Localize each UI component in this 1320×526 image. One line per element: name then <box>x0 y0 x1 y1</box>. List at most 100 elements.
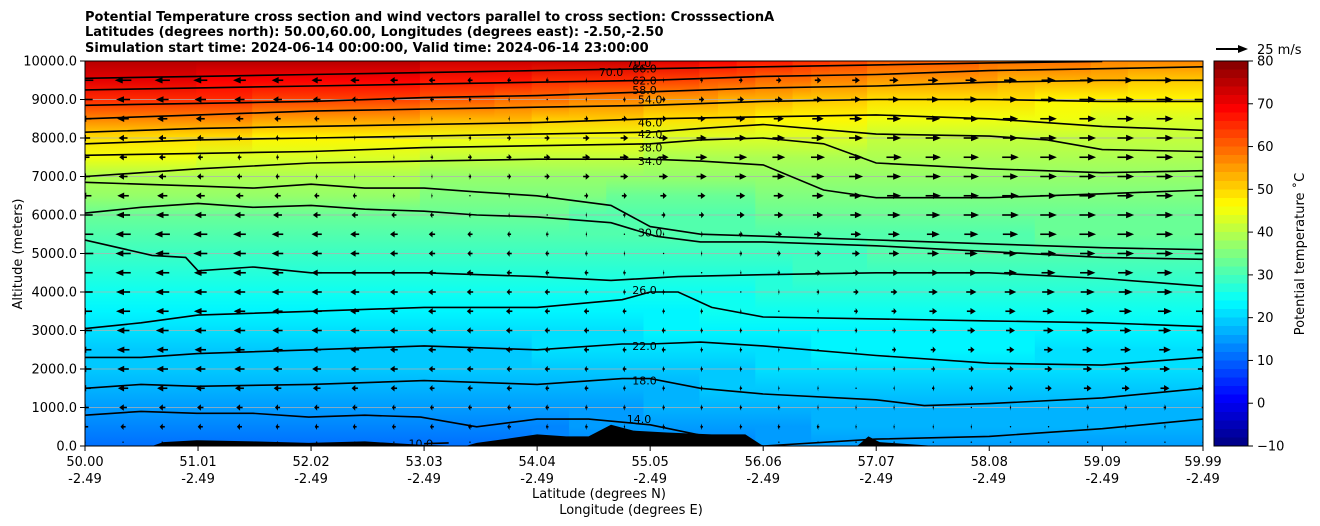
wind-vector <box>969 385 974 392</box>
contour-42 <box>85 158 1203 199</box>
wind-vector <box>1079 115 1097 122</box>
wind-vector <box>888 231 900 238</box>
wind-vector <box>1003 250 1018 257</box>
wind-vector <box>393 441 395 443</box>
wind-vector <box>931 365 936 373</box>
wind-vector <box>775 231 783 238</box>
wind-vector <box>115 250 131 257</box>
wind-vector <box>662 308 665 315</box>
wind-vector <box>193 77 208 84</box>
wind-vector <box>312 385 321 392</box>
wind-vector <box>1004 288 1017 296</box>
wind-vector <box>506 154 512 161</box>
wind-vector <box>810 154 826 161</box>
wind-vector <box>193 308 207 315</box>
contour-label: 14.0 <box>627 413 652 426</box>
wind-vector <box>1041 77 1056 84</box>
wind-vector <box>197 154 203 161</box>
wind-vector <box>968 365 974 373</box>
contour-74 <box>85 61 1103 80</box>
wind-vector <box>115 231 131 238</box>
wind-vector <box>1121 385 1130 392</box>
wind-vector <box>889 250 900 257</box>
wind-vector <box>350 250 360 257</box>
wind-vector <box>428 327 436 334</box>
wind-vector <box>963 134 980 142</box>
wind-vector <box>1082 346 1093 353</box>
wind-vector <box>1040 211 1057 219</box>
wind-vector <box>197 404 204 411</box>
wind-vector <box>122 441 124 443</box>
wind-vector <box>660 115 667 122</box>
wind-vector <box>888 96 900 103</box>
wind-vector <box>430 423 434 430</box>
wind-vector <box>887 192 902 199</box>
wind-vector <box>311 269 322 276</box>
wind-vector <box>350 269 360 276</box>
wind-vector <box>428 308 436 315</box>
wind-vector <box>85 233 94 236</box>
wind-vector <box>855 387 857 389</box>
wind-vector <box>507 404 512 411</box>
wind-vector <box>390 250 398 257</box>
wind-vector <box>1120 327 1132 334</box>
wind-vector <box>236 404 243 411</box>
wind-vector <box>271 250 284 257</box>
wind-vector <box>583 346 589 353</box>
wind-vector <box>739 250 743 257</box>
colorbar-tick-label: 80 <box>1257 55 1274 70</box>
contour-label: 30.0 <box>638 226 663 239</box>
colorbar-tick-label: 70 <box>1257 97 1274 112</box>
wind-vector <box>739 385 743 392</box>
wind-vector <box>544 308 550 315</box>
wind-vector <box>1002 211 1019 219</box>
wind-vector <box>1044 346 1054 353</box>
wind-vector <box>351 96 358 103</box>
wind-vector <box>466 327 474 334</box>
contour-label: 18.0 <box>632 375 657 388</box>
x-tick-label-lon: -2.49 <box>1186 472 1220 487</box>
wind-vector <box>354 134 356 142</box>
wind-vector <box>963 192 980 199</box>
wind-vector <box>275 423 280 430</box>
wind-vector <box>1040 96 1057 103</box>
wind-vector <box>390 308 398 315</box>
wind-vector <box>428 269 436 276</box>
x-tick-label-lat: 52.02 <box>292 455 329 470</box>
wind-vector <box>234 346 245 353</box>
wind-vector <box>736 192 746 199</box>
wind-vector <box>159 154 166 161</box>
wind-vector <box>195 365 206 373</box>
y-tick-label: 10000.0 <box>23 55 77 70</box>
wind-vector <box>584 269 589 276</box>
wind-vector <box>505 346 513 353</box>
contour-58 <box>85 114 1203 133</box>
wind-vector <box>429 385 435 392</box>
x-tick-label-lon: -2.49 <box>407 472 441 487</box>
wind-vector <box>893 423 895 430</box>
wind-vector <box>1194 194 1203 197</box>
x-tick-label-lat: 59.99 <box>1184 455 1221 470</box>
colorbar: −10 0 10 20 30 40 50 60 70 80 Potential temperatu… <box>1213 55 1308 455</box>
wind-vector <box>545 423 549 430</box>
wind-vector <box>585 77 588 84</box>
wind-vector <box>852 269 860 276</box>
contour-10 <box>424 442 449 445</box>
wind-vector <box>393 137 395 139</box>
contour-22 <box>85 341 1203 366</box>
wind-vector <box>621 115 627 122</box>
wind-vector <box>584 385 589 392</box>
wind-vector <box>662 423 665 430</box>
wind-vector <box>1156 134 1174 142</box>
wind-vector <box>314 115 320 122</box>
wind-vector <box>117 385 129 392</box>
wind-key-arrowhead <box>1238 45 1248 53</box>
wind-vector <box>623 96 626 103</box>
wind-vector <box>700 272 703 274</box>
wind-vector <box>544 365 550 373</box>
wind-vector <box>620 173 629 180</box>
wind-vector <box>1002 115 1019 122</box>
wind-vector <box>740 291 742 293</box>
wind-key: 25 m/s <box>1216 43 1302 58</box>
